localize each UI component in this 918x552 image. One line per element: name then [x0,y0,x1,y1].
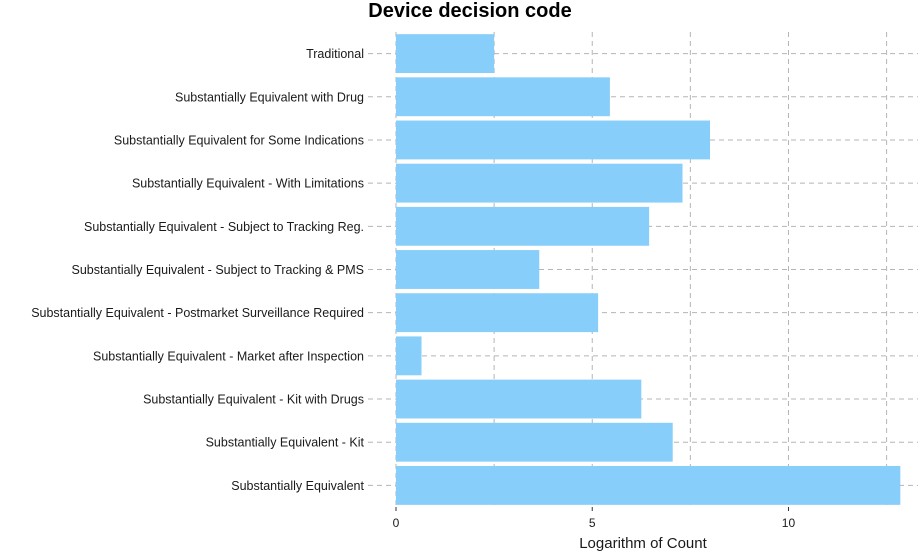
chart-title: Device decision code [368,0,571,22]
category-label: Substantially Equivalent [231,479,364,493]
category-label: Substantially Equivalent - Kit [206,436,365,450]
category-label: Traditional [306,47,364,61]
bar [396,465,901,505]
category-label: Substantially Equivalent - Kit with Drug… [143,393,364,407]
bar [396,163,683,203]
bar [396,250,540,289]
x-tick-label: 0 [393,516,400,530]
category-label: Substantially Equivalent - Subject to Tr… [84,220,364,234]
bar [396,120,710,160]
category-label: Substantially Equivalent - Subject to Tr… [71,263,364,277]
category-label: Substantially Equivalent - Market after … [93,349,364,363]
category-label: Substantially Equivalent with Drug [175,90,364,104]
x-axis-title: Logarithm of Count [579,535,707,552]
bar [396,422,673,462]
category-label: Substantially Equivalent - With Limitati… [132,177,364,191]
bar [396,336,422,376]
x-tick-label: 10 [782,516,796,530]
x-axis-ticks: 0 5 10 [393,507,796,530]
category-labels: Traditional Substantially Equivalent with… [31,47,364,493]
category-label: Substantially Equivalent for Some Indica… [114,133,364,147]
bar [396,206,650,246]
bar [396,34,495,74]
bar [396,379,642,419]
bars [396,34,901,505]
category-label: Substantially Equivalent - Postmarket Su… [31,306,364,320]
bar [396,293,599,333]
bar [396,77,610,117]
x-tick-label: 5 [589,516,596,530]
